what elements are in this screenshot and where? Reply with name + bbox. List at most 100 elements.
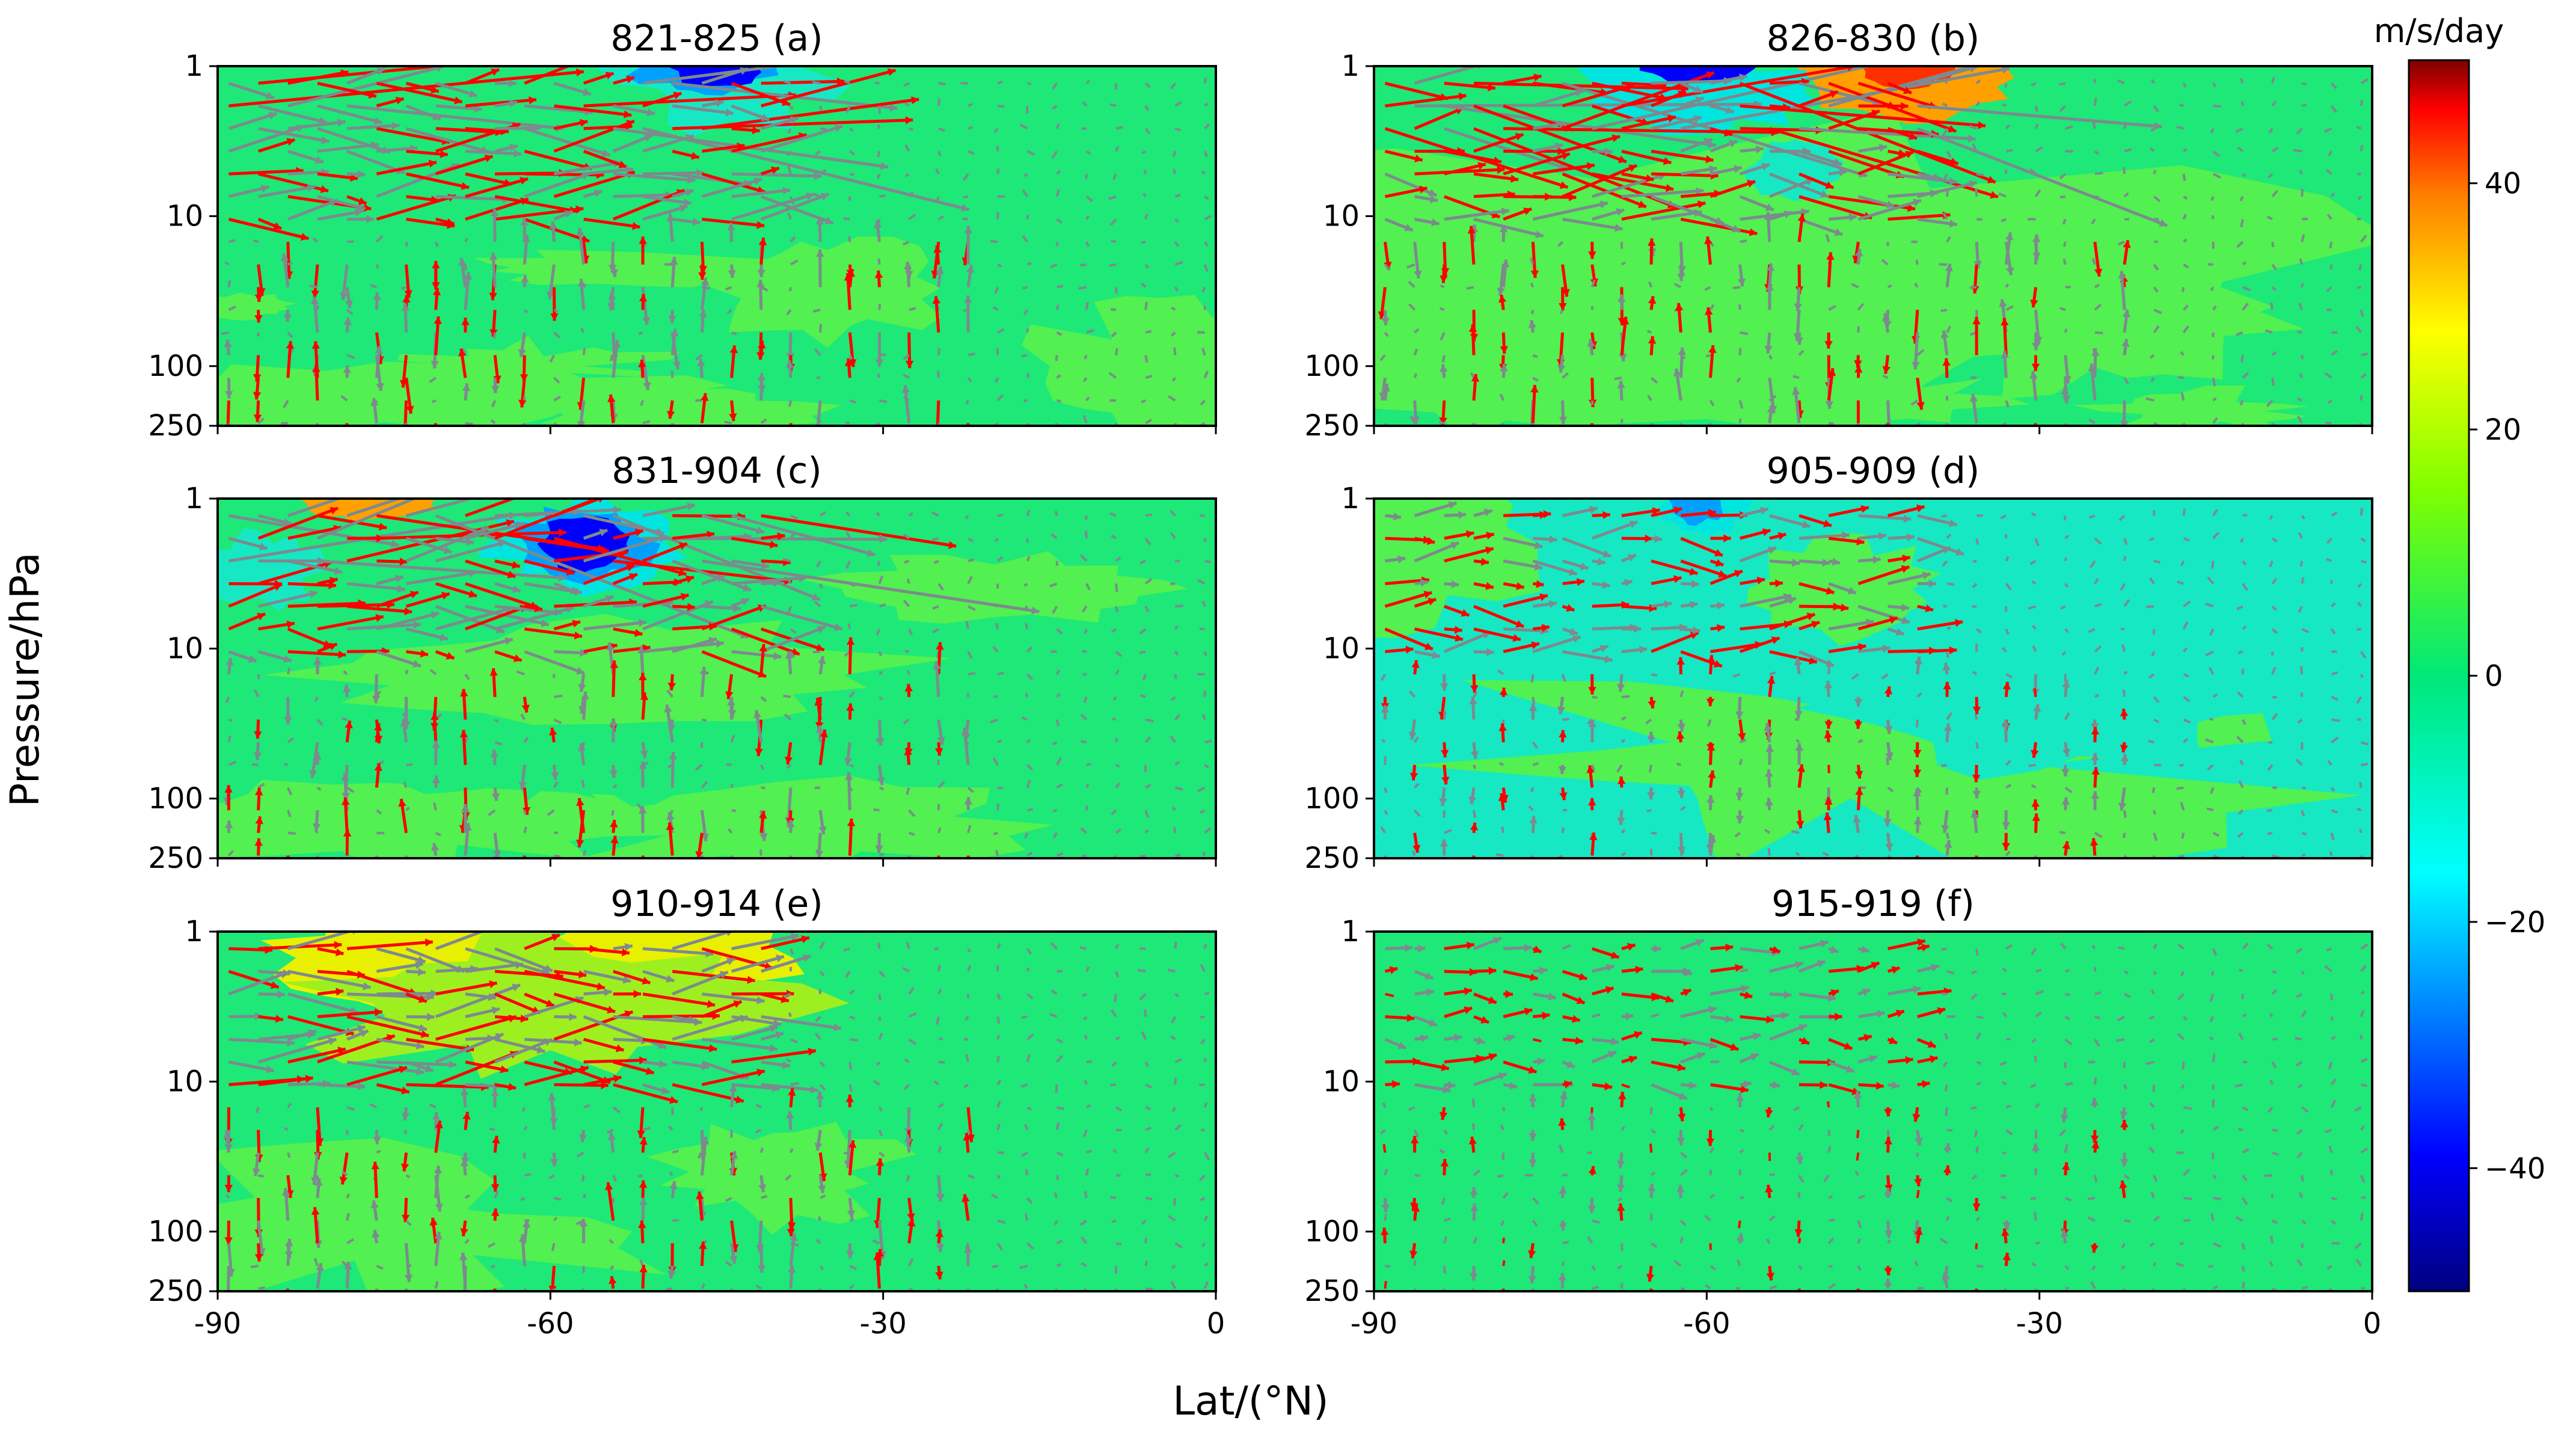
wind-arrow: [2183, 696, 2191, 702]
wind-arrow-head: [275, 1015, 283, 1023]
wind-arrow: [1384, 81, 1449, 100]
wind-arrow: [2326, 214, 2332, 220]
wind-arrow-head: [844, 757, 853, 766]
wind-arrow-head: [548, 1285, 557, 1291]
wind-arrow: [1648, 281, 1652, 288]
wind-arrow: [1203, 1152, 1210, 1161]
wind-arrow: [2298, 606, 2303, 613]
wind-arrow: [997, 1219, 1006, 1225]
wind-arrow: [1769, 613, 1816, 631]
wind-arrow: [1080, 740, 1087, 744]
wind-arrow-head: [1649, 443, 1657, 451]
wind-arrow-head: [1529, 816, 1538, 824]
wind-arrow: [2001, 218, 2007, 223]
wind-arrow: [2031, 512, 2037, 517]
wind-arrow-head: [1705, 155, 1714, 164]
wind-arrow: [465, 604, 550, 627]
wind-arrow: [2149, 354, 2155, 359]
wind-arrow: [2357, 807, 2362, 812]
wind-arrow-head: [1735, 792, 1744, 800]
wind-arrow: [2271, 189, 2278, 198]
wind-arrow: [2121, 644, 2126, 652]
wind-arrow-head: [904, 1134, 913, 1143]
wind-arrow: [1055, 355, 1058, 361]
wind-arrow-head: [1853, 1091, 1862, 1099]
wind-arrow: [253, 239, 259, 244]
wind-arrow: [2266, 399, 2274, 407]
wind-arrow: [1798, 1238, 1802, 1244]
wind-arrow: [1857, 565, 1910, 585]
wind-arrow: [731, 331, 737, 336]
wind-arrow-head: [254, 787, 263, 796]
wind-arrow: [1592, 173, 1667, 198]
wind-arrow: [1170, 532, 1176, 539]
wind-arrow: [702, 97, 919, 131]
wind-arrow: [2153, 170, 2157, 174]
wind-arrow-head: [685, 188, 694, 197]
wind-arrow-head: [784, 756, 793, 765]
wind-arrow-head: [1915, 1227, 1923, 1235]
wind-arrow-head: [492, 1135, 500, 1144]
wind-arrow-head: [1886, 200, 1895, 209]
wind-arrow: [816, 400, 822, 426]
wind-arrow: [2094, 1015, 2100, 1019]
wind-arrow: [1972, 583, 1978, 589]
wind-arrow-head: [401, 1113, 410, 1121]
wind-arrow: [2094, 603, 2102, 608]
wind-arrow: [1851, 673, 1859, 680]
wind-arrow: [1945, 787, 1948, 795]
wind-arrow: [1795, 852, 1800, 857]
wind-arrow: [1533, 81, 1608, 95]
wind-arrow-head: [286, 138, 295, 146]
wind-arrow: [2206, 807, 2214, 812]
wind-arrow-head: [1823, 813, 1832, 820]
wind-arrow-head: [578, 970, 587, 979]
wind-arrow-head: [609, 770, 618, 778]
wind-arrow: [1145, 784, 1152, 789]
wind-arrow-head: [432, 112, 441, 120]
wind-arrow: [1503, 627, 1548, 633]
wind-arrow: [494, 606, 575, 631]
wind-arrow-head: [904, 262, 912, 269]
wind-arrow-head: [1677, 273, 1685, 281]
wind-arrow-head: [1618, 1092, 1627, 1100]
wind-arrow: [642, 503, 696, 517]
wind-arrow: [877, 219, 881, 224]
wind-arrow: [346, 1212, 350, 1221]
wind-arrow-head: [432, 260, 440, 269]
wind-arrow-head: [666, 974, 675, 983]
wind-arrow: [2242, 1175, 2248, 1182]
wind-arrow: [612, 1175, 618, 1182]
wind-arrow-head: [286, 620, 295, 628]
wind-arrow: [2093, 967, 2097, 972]
wind-arrow-head: [1694, 209, 1702, 217]
wind-arrow: [2324, 127, 2332, 133]
wind-arrow: [1109, 103, 1117, 108]
wind-arrow: [375, 264, 379, 269]
panel-title: 826-830 (b): [1767, 17, 1980, 60]
wind-arrow: [376, 1015, 428, 1031]
wind-arrow: [1174, 241, 1180, 247]
wind-arrow: [1444, 1217, 1451, 1222]
wind-arrow: [1144, 214, 1148, 220]
wind-arrow: [2301, 515, 2306, 520]
wind-arrow-head: [937, 737, 945, 745]
wind-arrow: [1673, 1259, 1682, 1267]
wind-arrow: [908, 191, 914, 198]
wind-arrow: [1942, 128, 1948, 137]
wind-arrow: [495, 126, 541, 131]
wind-arrow-head: [520, 1014, 529, 1023]
wind-arrow: [812, 81, 821, 85]
wind-arrow-head: [1440, 275, 1448, 283]
wind-arrow: [403, 400, 408, 426]
wind-arrow: [2235, 1215, 2243, 1222]
wind-arrow: [2123, 122, 2127, 129]
wind-arrow: [1113, 994, 1117, 1003]
wind-arrow-head: [1878, 144, 1888, 152]
wind-arrow-head: [458, 348, 467, 357]
wind-arrow-head: [358, 197, 367, 205]
wind-arrow: [2004, 534, 2008, 539]
wind-arrow-head: [420, 1030, 429, 1038]
wind-arrow-head: [2091, 767, 2100, 775]
